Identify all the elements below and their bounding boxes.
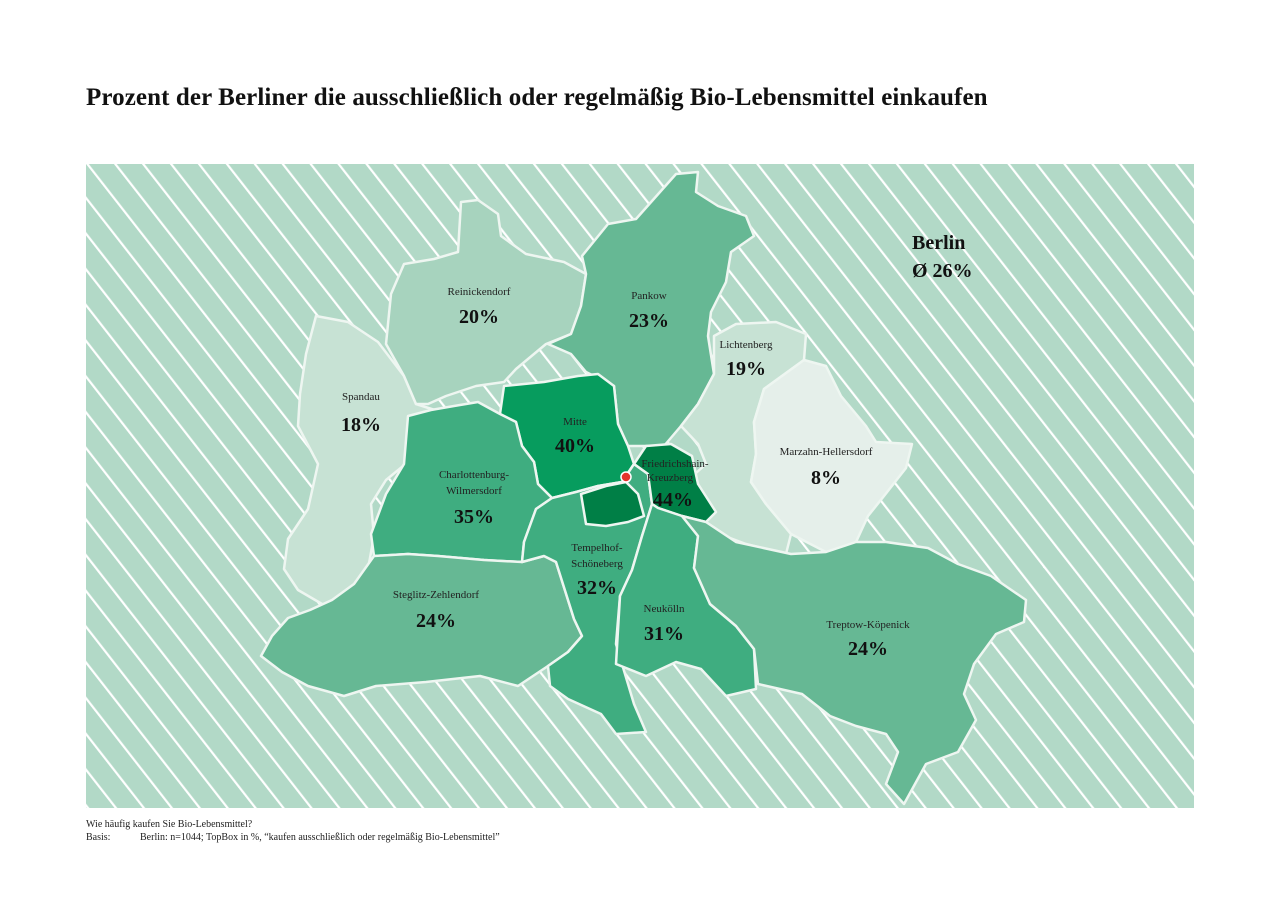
district-spandau[interactable] — [282, 314, 478, 616]
label-friedrichshain-kreuzberg-name-1: Friedrichshain- — [641, 458, 709, 470]
footnote-question: Wie häufig kaufen Sie Bio-Lebensmittel? — [86, 819, 253, 830]
berlin-district-map: Reinickendorf 20% Pankow 23% Lichtenberg… — [86, 164, 1194, 808]
page-title: Prozent der Berliner die ausschließlich … — [86, 84, 988, 111]
label-mitte-name: Mitte — [563, 416, 587, 428]
label-pankow-name: Pankow — [631, 290, 667, 302]
label-spandau-name: Spandau — [342, 391, 380, 403]
footnote-basis-text: Berlin: n=1044; TopBox in %, “kaufen aus… — [140, 832, 500, 843]
label-pankow-value: 23% — [629, 310, 669, 332]
label-neukoelln-value: 31% — [644, 623, 684, 645]
footnote: Wie häufig kaufen Sie Bio-Lebensmittel? … — [86, 818, 500, 844]
label-steglitz-zehlendorf-name: Steglitz-Zehlendorf — [393, 589, 479, 601]
district-reinickendorf[interactable] — [384, 198, 588, 406]
label-charlottenburg-wilmersdorf-name-2: Wilmersdorf — [446, 485, 502, 497]
city-center-marker — [620, 471, 632, 483]
label-charlottenburg-wilmersdorf-name-1: Charlottenburg- — [439, 469, 509, 481]
footnote-basis-label: Basis: — [86, 832, 111, 843]
label-reinickendorf-name: Reinickendorf — [448, 286, 511, 298]
district-treptow-koepenick[interactable] — [680, 514, 1028, 806]
label-tempelhof-schoeneberg-value: 32% — [577, 577, 617, 599]
label-lichtenberg-value: 19% — [726, 358, 766, 380]
label-treptow-koepenick-value: 24% — [848, 638, 888, 660]
label-neukoelln-name: Neukölln — [644, 603, 685, 615]
label-tempelhof-schoeneberg-name-1: Tempelhof- — [571, 542, 622, 554]
label-tempelhof-schoeneberg-name-2: Schöneberg — [571, 558, 623, 570]
label-marzahn-hellersdorf-value: 8% — [811, 467, 841, 489]
label-steglitz-zehlendorf-value: 24% — [416, 610, 456, 632]
label-marzahn-hellersdorf-name: Marzahn-Hellersdorf — [780, 446, 873, 458]
label-lichtenberg-name: Lichtenberg — [720, 339, 773, 351]
district-friedrichshain-kreuzberg[interactable] — [632, 442, 718, 524]
label-mitte-value: 40% — [555, 435, 595, 457]
label-charlottenburg-wilmersdorf-value: 35% — [454, 506, 494, 528]
footnote-basis: Basis: Berlin: n=1044; TopBox in %, “kauf… — [86, 831, 500, 844]
label-treptow-koepenick-name: Treptow-Köpenick — [826, 619, 910, 631]
label-reinickendorf-value: 20% — [459, 306, 499, 328]
label-spandau-value: 18% — [341, 414, 381, 436]
district-mitte-center — [579, 480, 646, 528]
city-average-label: Ø 26% — [912, 260, 973, 282]
district-marzahn-hellersdorf[interactable] — [749, 358, 914, 554]
label-friedrichshain-kreuzberg-name-2: Kreuzberg — [647, 472, 694, 484]
city-name-label: Berlin — [912, 232, 965, 254]
label-friedrichshain-kreuzberg-value: 44% — [653, 489, 693, 511]
